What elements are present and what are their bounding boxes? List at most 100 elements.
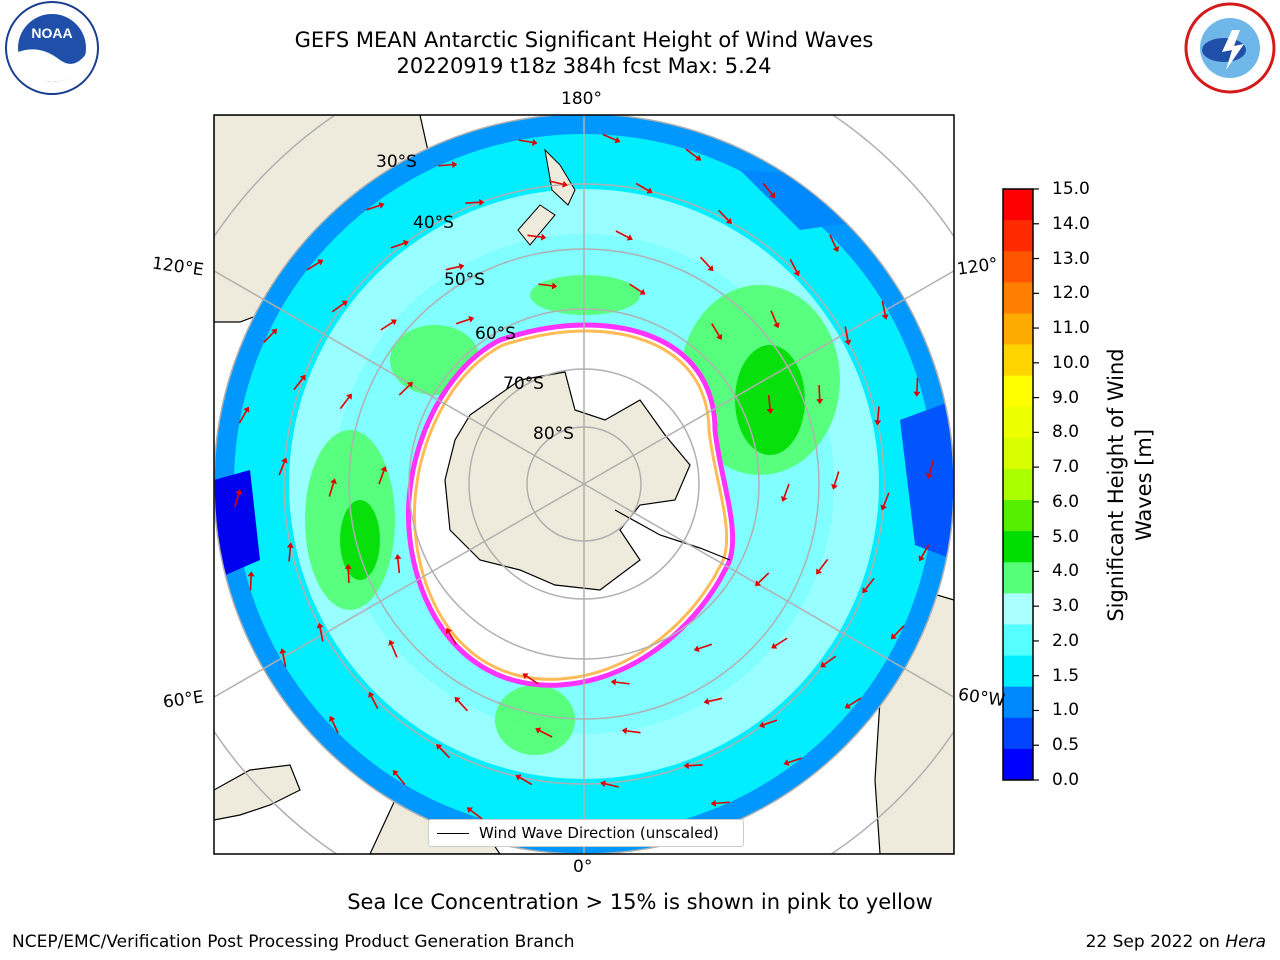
colorbar-tick-label: 10.0 xyxy=(1052,352,1090,373)
wave-direction-arrow xyxy=(328,482,335,497)
wave-direction-arrowhead xyxy=(535,727,542,734)
wave-direction-arrow xyxy=(448,631,457,645)
colorbar-tick-label: 0.5 xyxy=(1052,735,1080,756)
wave-direction-arrow xyxy=(518,139,533,144)
wave-direction-arrowhead xyxy=(816,398,824,405)
wave-direction-arrow xyxy=(538,283,553,287)
wave-direction-arrowhead xyxy=(392,769,399,776)
wave-direction-arrow xyxy=(339,397,350,410)
wave-direction-arrow xyxy=(288,547,292,562)
wave-direction-arrow xyxy=(629,283,642,293)
wave-direction-arrowhead xyxy=(341,300,348,307)
lat-label-80s: 80°S xyxy=(533,424,574,444)
date-text: 22 Sep 2022 on xyxy=(1085,932,1226,952)
wave-direction-arrow xyxy=(626,730,641,734)
wave-direction-arrowhead xyxy=(317,259,324,266)
wave-direction-arrowhead xyxy=(783,759,790,766)
legend-label: Wind Wave Direction (unscaled) xyxy=(479,824,719,842)
colorbar-segment xyxy=(1003,437,1033,470)
wave-direction-arrowhead xyxy=(769,192,776,199)
chart-title: GEFS MEAN Antarctic Significant Height o… xyxy=(294,28,874,52)
wave-direction-arrowhead xyxy=(703,697,710,705)
wave-direction-arrowhead xyxy=(693,645,700,653)
colorbar-tick-label: 1.5 xyxy=(1052,665,1080,686)
wave-direction-arrowhead xyxy=(862,587,869,594)
wave-direction-arrowhead xyxy=(445,628,452,635)
colorbar-title-line2: Waves [m] xyxy=(1132,428,1156,542)
colorbar-segment xyxy=(1003,748,1033,781)
wave-height-4-5m xyxy=(340,345,805,580)
wave-direction-arrow xyxy=(767,394,771,410)
wave-direction-arrowhead xyxy=(874,420,882,426)
wave-direction-arrowhead xyxy=(820,661,827,668)
wave-direction-arrowhead xyxy=(281,457,288,464)
lon-label-0: 0° xyxy=(573,857,593,877)
wave-direction-arrow xyxy=(762,182,773,195)
wave-direction-arrow xyxy=(445,265,460,271)
wave-direction-arrowhead xyxy=(468,315,475,323)
wave-direction-arrow xyxy=(549,180,564,186)
wave-direction-arrowhead xyxy=(235,489,243,495)
colorbar-segment xyxy=(1003,655,1033,688)
wave-direction-arrowhead xyxy=(247,571,255,577)
wave-direction-arrowhead xyxy=(621,727,628,735)
wave-direction-arrow xyxy=(893,625,905,637)
wave-direction-arrow xyxy=(390,242,405,249)
wave-direction-arrowhead xyxy=(771,642,778,649)
wave-direction-arrowhead xyxy=(844,339,852,346)
colorbar-segment xyxy=(1003,344,1033,377)
wave-direction-arrow xyxy=(378,470,385,485)
colorbar-segment xyxy=(1003,717,1033,750)
colorbar-tick-label: 15.0 xyxy=(1052,179,1090,199)
wave-direction-arrow xyxy=(833,471,840,486)
wave-direction-arrowhead xyxy=(793,270,800,277)
wave-direction-arrowhead xyxy=(759,721,765,729)
wave-direction-arrow xyxy=(789,258,798,273)
wave-direction-arrow xyxy=(331,302,345,313)
colorbar-tick-label: 6.0 xyxy=(1052,491,1080,512)
colorbar-segment xyxy=(1003,406,1033,439)
wave-direction-arrowhead xyxy=(766,408,774,414)
date-stamp: 22 Sep 2022 on Hera xyxy=(1086,932,1266,952)
lat-label-70s: 70°S xyxy=(503,374,544,394)
wave-direction-arrow xyxy=(698,643,713,650)
wave-direction-arrow xyxy=(602,133,617,141)
map-legend: Wind Wave Direction (unscaled) xyxy=(428,819,744,847)
wave-direction-arrow xyxy=(615,230,629,239)
wave-direction-arrowhead xyxy=(458,263,465,271)
wave-direction-arrowhead xyxy=(881,314,889,320)
wave-direction-arrowhead xyxy=(880,504,887,511)
colorbar-segment xyxy=(1003,282,1033,314)
wave-direction-arrowhead xyxy=(388,639,395,646)
wave-direction-arrowhead xyxy=(286,542,294,548)
sea-ice-note: Sea Ice Concentration > 15% is shown in … xyxy=(0,890,1280,914)
wave-direction-arrowhead xyxy=(773,322,780,329)
wave-direction-arrow xyxy=(470,809,483,820)
wave-direction-arrow xyxy=(347,568,350,583)
wave-direction-arrow xyxy=(774,637,788,647)
colorbar-segment xyxy=(1003,313,1033,346)
chart-subtitle: 20220919 t18z 384h fcst Max: 5.24 xyxy=(396,54,772,78)
wave-direction-arrow xyxy=(715,801,730,805)
wave-direction-arrowhead xyxy=(710,799,716,807)
wave-direction-arrow xyxy=(699,256,711,268)
colorbar-segment xyxy=(1003,189,1033,221)
wave-direction-arrow xyxy=(882,492,890,507)
wave-direction-arrow xyxy=(848,697,862,707)
wave-direction-arrow xyxy=(398,384,410,396)
wave-direction-arrow xyxy=(685,148,698,159)
wave-direction-arrow xyxy=(788,757,802,764)
colorbar-segment xyxy=(1003,531,1033,563)
wave-direction-arrow xyxy=(881,300,886,315)
colorbar-tick-label: 1.0 xyxy=(1052,700,1080,721)
colorbar-segment xyxy=(1003,562,1033,594)
colorbar-tick-label: 3.0 xyxy=(1052,596,1080,617)
system-name: Hera xyxy=(1225,932,1266,952)
wave-direction-arrow xyxy=(920,544,930,558)
wave-direction-arrow xyxy=(770,310,778,324)
colorbar-segment xyxy=(1003,468,1033,501)
wave-direction-arrow xyxy=(390,644,398,658)
wave-direction-arrow xyxy=(818,558,829,571)
wave-direction-arrowhead xyxy=(532,138,538,146)
